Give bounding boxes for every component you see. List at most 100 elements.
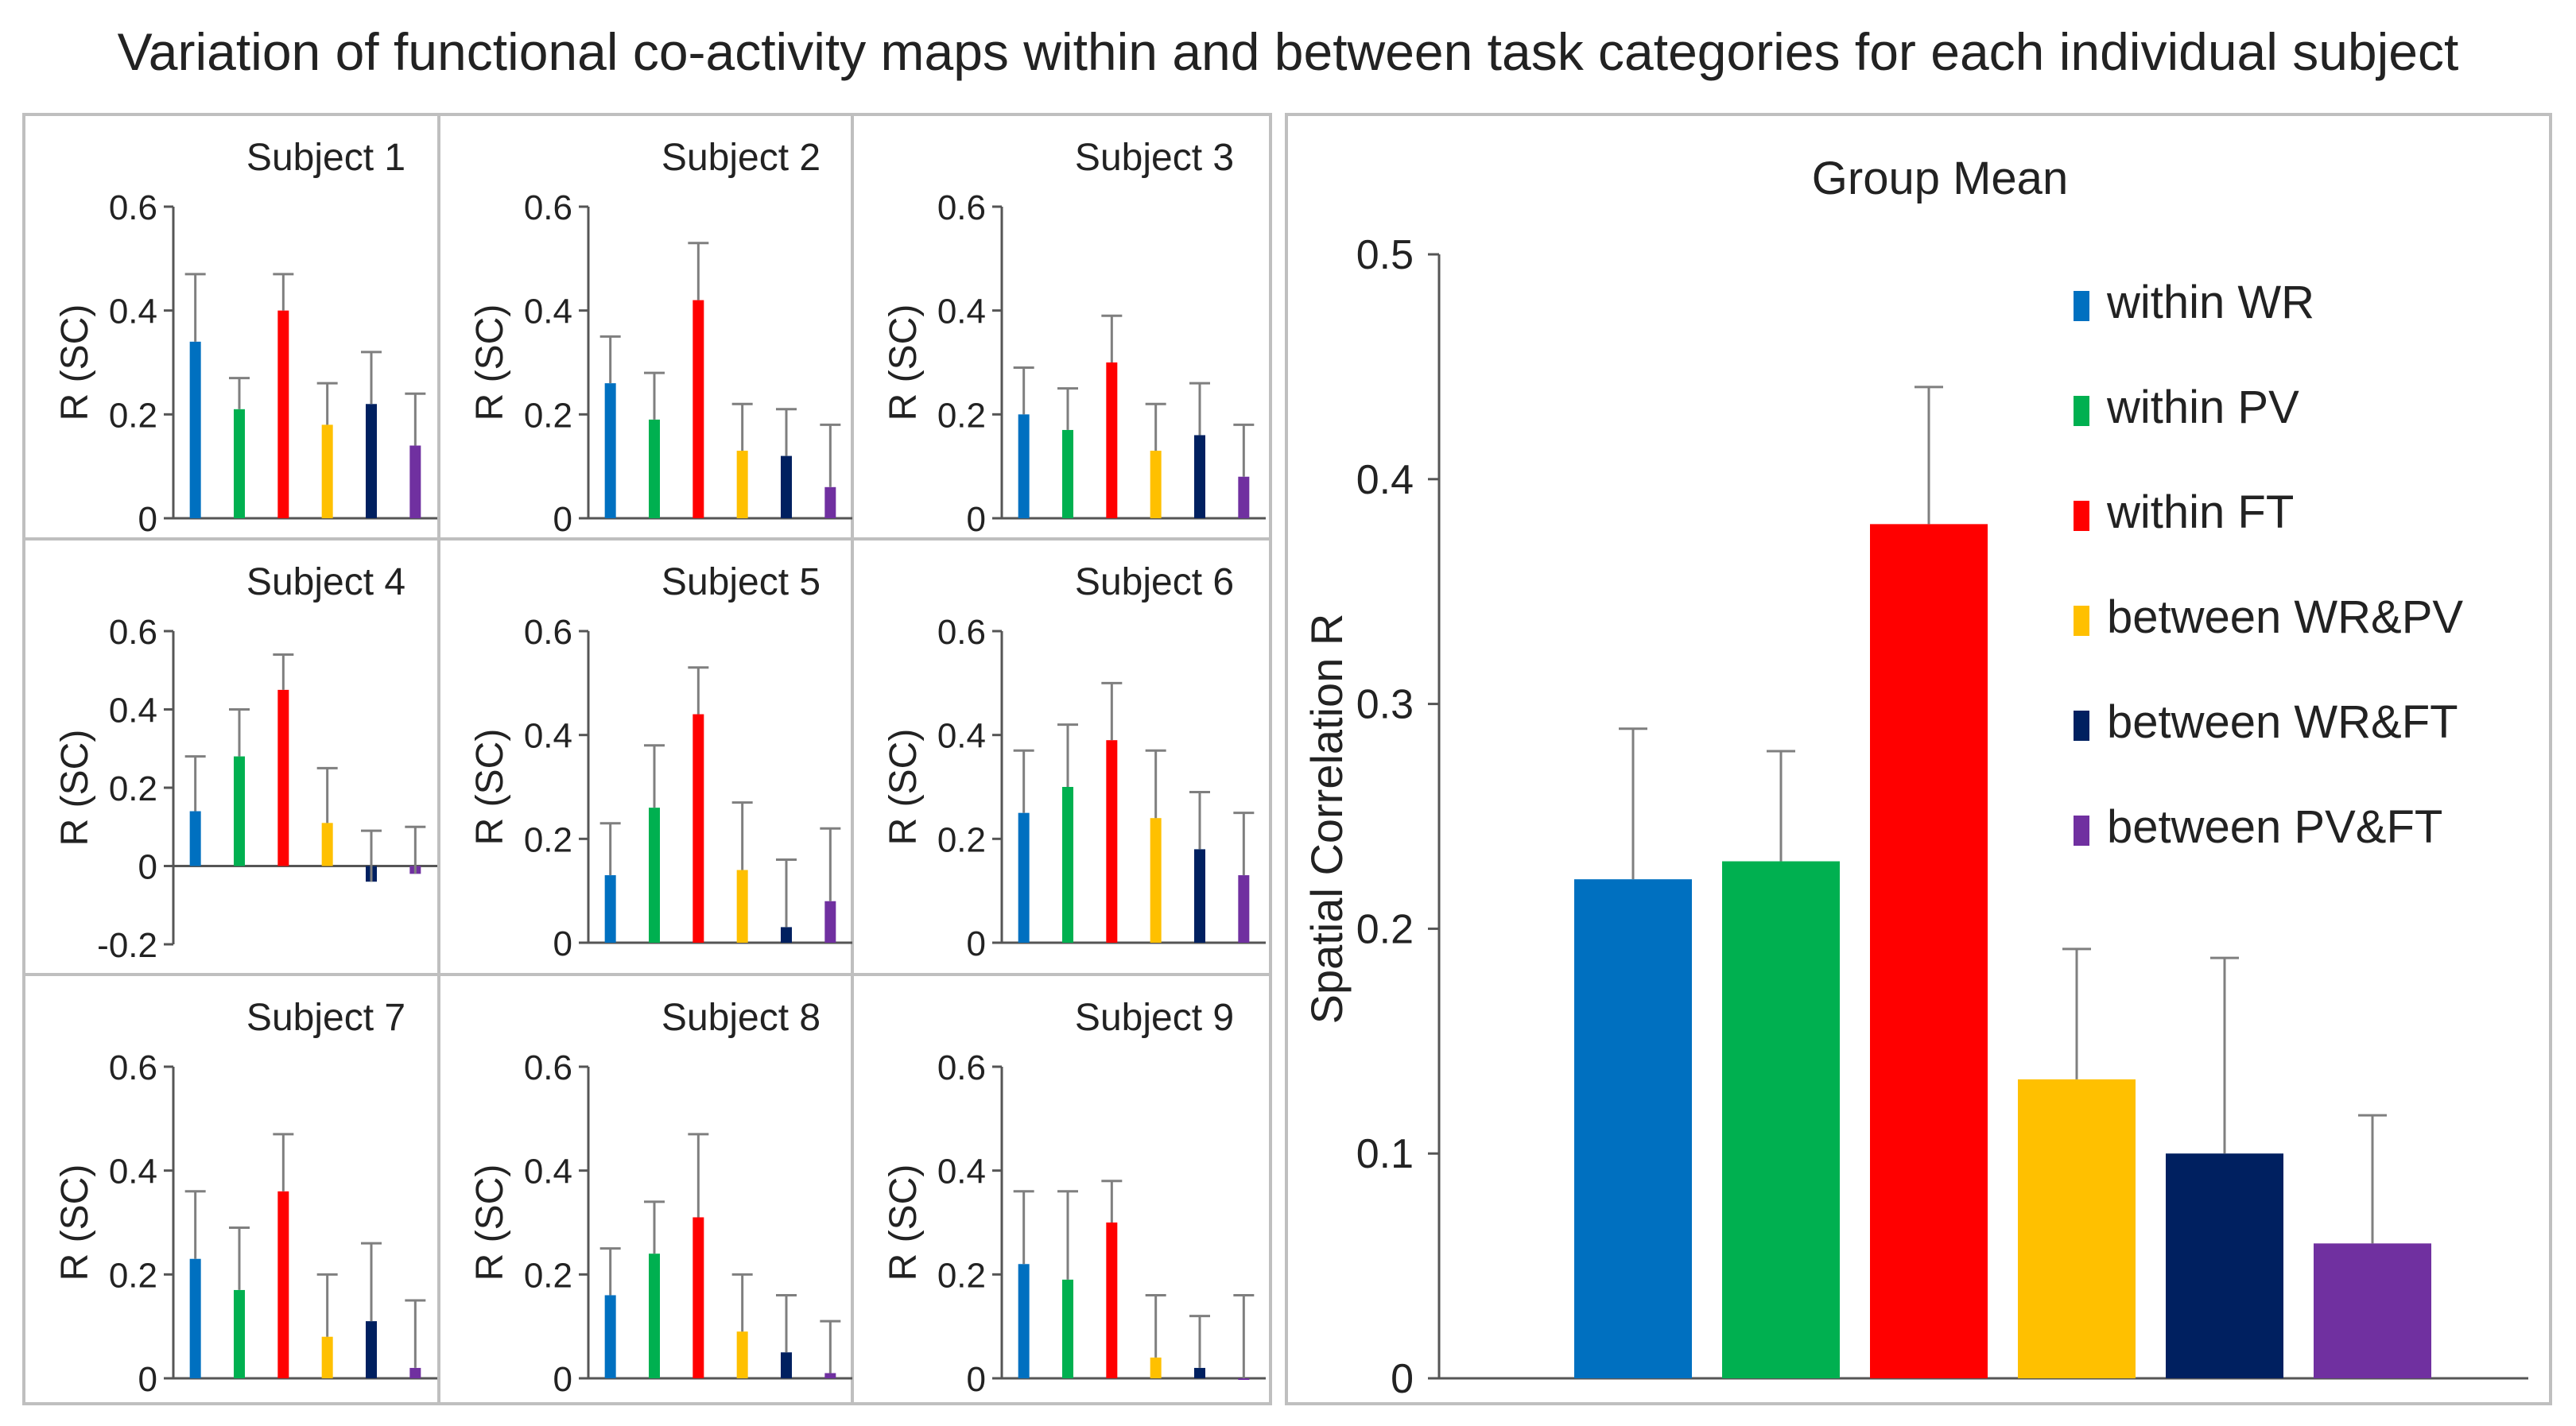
bar (189, 1258, 201, 1378)
bar (189, 341, 201, 518)
subject-chart-6: Subject 6 R (SC) 0 0.2 0.4 0.6 (883, 561, 1266, 963)
y-axis-label: R (SC) (469, 304, 511, 421)
group-panel-border (1285, 113, 2552, 1405)
bar (321, 1336, 333, 1378)
bar (736, 1331, 748, 1378)
legend-swatch (2074, 396, 2089, 426)
bar (1106, 740, 1118, 943)
bar (824, 1373, 836, 1378)
bar (409, 445, 421, 518)
bar (1194, 849, 1205, 943)
y-axis-label: R (SC) (883, 729, 925, 846)
y-tick-label: 0.4 (524, 293, 572, 331)
group-bar (1574, 879, 1692, 1378)
bar (692, 300, 704, 518)
legend-label: between PV&FT (2107, 801, 2442, 853)
subject-chart-title: Subject 4 (246, 561, 405, 603)
subject-chart-9: Subject 9 R (SC) 0 0.2 0.4 0.6 (883, 997, 1266, 1399)
y-tick-label: 0 (553, 500, 572, 539)
y-tick-label: 0.4 (937, 293, 986, 331)
bar (781, 1352, 792, 1378)
bar (604, 875, 616, 943)
subject-chart-2: Subject 2 R (SC) 0 0.2 0.4 0.6 (469, 137, 852, 539)
bar (234, 756, 245, 866)
y-tick-label: 0.6 (109, 613, 157, 652)
bar (1062, 787, 1073, 943)
group-bar (2314, 1243, 2431, 1378)
legend-swatch (2074, 816, 2089, 846)
subject-chart-title: Subject 7 (246, 997, 405, 1039)
bar (781, 927, 792, 943)
legend-label: between WR&FT (2107, 696, 2458, 748)
subject-chart-3: Subject 3 R (SC) 0 0.2 0.4 0.6 (883, 137, 1266, 539)
bar (1062, 1279, 1073, 1378)
subject-chart-title: Subject 6 (1075, 561, 1234, 603)
y-tick-label: 0 (138, 848, 157, 887)
bar (736, 870, 748, 943)
legend-swatch (2074, 711, 2089, 741)
y-tick-label: -0.2 (97, 926, 157, 965)
subject-chart-5: Subject 5 R (SC) 0 0.2 0.4 0.6 (469, 561, 852, 963)
subject-chart-4: Subject 4 R (SC) -0.2 0 0.2 0.4 0.6 (54, 561, 437, 965)
bar (366, 404, 377, 518)
legend-swatch (2074, 501, 2089, 531)
bar (1018, 1264, 1030, 1378)
y-tick-label: 0.4 (937, 1153, 986, 1192)
y-axis-label: R (SC) (469, 1164, 511, 1281)
bar (692, 1217, 704, 1378)
bar (1018, 812, 1030, 943)
subject-chart-title: Subject 8 (661, 997, 821, 1039)
bar (736, 451, 748, 518)
group-y-tick-label: 0.3 (1356, 682, 1414, 728)
group-y-tick-label: 0.4 (1356, 457, 1414, 503)
subject-chart-title: Subject 3 (1075, 137, 1234, 179)
legend-label: within PV (2106, 382, 2299, 433)
subject-chart-title: Subject 9 (1075, 997, 1234, 1039)
bar (604, 1295, 616, 1378)
bar (1238, 875, 1250, 943)
y-tick-label: 0.6 (937, 1048, 986, 1087)
group-y-tick-label: 0.5 (1356, 232, 1414, 278)
y-tick-label: 0.2 (109, 396, 157, 435)
y-axis-label: R (SC) (469, 729, 511, 846)
group-chart-title: Group Mean (1812, 153, 2068, 204)
figure-title: Variation of functional co-activity maps… (118, 22, 2459, 81)
legend-label: within WR (2106, 277, 2314, 328)
y-tick-label: 0.4 (109, 692, 157, 730)
bar (321, 823, 333, 866)
bar (1062, 429, 1073, 518)
group-y-tick-label: 0 (1391, 1356, 1414, 1402)
y-tick-label: 0 (967, 924, 986, 963)
y-tick-label: 0.4 (109, 293, 157, 331)
y-tick-label: 0.6 (524, 1048, 572, 1087)
y-tick-label: 0.2 (937, 820, 986, 859)
bar (604, 383, 616, 518)
group-y-axis-label: Spatial Correlation R (1302, 614, 1352, 1025)
bar (692, 714, 704, 943)
legend-swatch (2074, 291, 2089, 321)
y-tick-label: 0.4 (524, 717, 572, 756)
subject-chart-1: Subject 1 R (SC) 0 0.2 0.4 0.6 (54, 137, 437, 539)
bar (781, 455, 792, 518)
bar (234, 1289, 245, 1378)
legend-label: between WR&PV (2107, 591, 2463, 643)
bar (366, 1321, 377, 1378)
y-tick-label: 0.6 (937, 188, 986, 227)
y-tick-label: 0.2 (524, 1256, 572, 1295)
bar (649, 1254, 660, 1378)
legend-label: within FT (2106, 486, 2294, 538)
y-tick-label: 0.6 (524, 613, 572, 652)
bar (189, 811, 201, 866)
bar (649, 808, 660, 943)
bar (1150, 1357, 1162, 1378)
y-tick-label: 0.6 (937, 613, 986, 652)
y-axis-label: R (SC) (54, 1164, 96, 1281)
y-tick-label: 0.4 (937, 717, 986, 756)
group-bar (1722, 861, 1840, 1378)
y-axis-label: R (SC) (54, 304, 96, 421)
y-tick-label: 0 (138, 1360, 157, 1399)
bar (277, 689, 289, 866)
y-axis-label: R (SC) (54, 730, 96, 847)
y-tick-label: 0.4 (109, 1153, 157, 1192)
bar (409, 1367, 421, 1378)
